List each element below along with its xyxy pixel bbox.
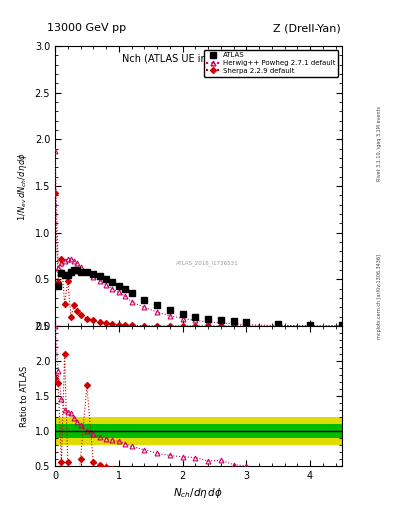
ATLAS (91, 271, 95, 277)
ATLAS (308, 322, 312, 328)
Y-axis label: Ratio to ATLAS: Ratio to ATLAS (20, 366, 29, 426)
ATLAS (231, 318, 236, 325)
Herwig++ Powheg 2.7.1 default (97, 278, 102, 284)
Text: Rivet 3.1.10, \geq 3.1M events: Rivet 3.1.10, \geq 3.1M events (377, 106, 382, 181)
Herwig++ Powheg 2.7.1 default (155, 309, 160, 315)
Text: 13000 GeV pp: 13000 GeV pp (47, 23, 126, 33)
Sherpa 2.2.9 default (308, 323, 312, 329)
ATLAS (72, 267, 77, 273)
Sherpa 2.2.9 default (340, 323, 344, 329)
Sherpa 2.2.9 default (78, 312, 83, 318)
Sherpa 2.2.9 default (97, 319, 102, 325)
Sherpa 2.2.9 default (84, 315, 89, 322)
Herwig++ Powheg 2.7.1 default (123, 293, 127, 299)
Herwig++ Powheg 2.7.1 default (308, 323, 312, 329)
Herwig++ Powheg 2.7.1 default (276, 323, 281, 329)
ATLAS (206, 315, 210, 322)
ATLAS (155, 303, 160, 309)
Line: ATLAS: ATLAS (55, 267, 345, 328)
ATLAS (78, 269, 83, 275)
ATLAS (110, 279, 115, 285)
Text: mcplots.cern.ch [arXiv:1306.3436]: mcplots.cern.ch [arXiv:1306.3436] (377, 254, 382, 339)
Sherpa 2.2.9 default (167, 323, 172, 329)
ATLAS (129, 290, 134, 296)
Herwig++ Powheg 2.7.1 default (78, 264, 83, 270)
ATLAS (97, 272, 102, 279)
Herwig++ Powheg 2.7.1 default (65, 255, 70, 262)
ATLAS (56, 283, 61, 289)
Sherpa 2.2.9 default (110, 321, 115, 327)
Line: Sherpa 2.2.9 default: Sherpa 2.2.9 default (53, 190, 344, 328)
Sherpa 2.2.9 default (104, 320, 108, 326)
Herwig++ Powheg 2.7.1 default (244, 322, 249, 328)
ATLAS (104, 276, 108, 283)
ATLAS (167, 307, 172, 313)
Sherpa 2.2.9 default (123, 322, 127, 328)
Sherpa 2.2.9 default (65, 278, 70, 284)
Herwig++ Powheg 2.7.1 default (142, 304, 147, 310)
Y-axis label: $1/N_{ev}\,dN_{ch}/d\eta\,d\phi$: $1/N_{ev}\,dN_{ch}/d\eta\,d\phi$ (16, 152, 29, 221)
ATLAS (62, 271, 67, 278)
Herwig++ Powheg 2.7.1 default (116, 289, 121, 295)
Sherpa 2.2.9 default (116, 322, 121, 328)
Herwig++ Powheg 2.7.1 default (219, 320, 223, 326)
Herwig++ Powheg 2.7.1 default (167, 313, 172, 319)
ATLAS (340, 322, 344, 328)
Text: Z (Drell-Yan): Z (Drell-Yan) (273, 23, 340, 33)
Herwig++ Powheg 2.7.1 default (193, 317, 198, 324)
Sherpa 2.2.9 default (59, 255, 64, 262)
Sherpa 2.2.9 default (244, 323, 249, 329)
Sherpa 2.2.9 default (75, 308, 80, 314)
ATLAS (180, 311, 185, 317)
ATLAS (244, 319, 249, 325)
Line: Herwig++ Powheg 2.7.1 default: Herwig++ Powheg 2.7.1 default (53, 148, 344, 328)
Herwig++ Powheg 2.7.1 default (104, 282, 108, 288)
Herwig++ Powheg 2.7.1 default (231, 321, 236, 327)
ATLAS (65, 271, 70, 278)
Sherpa 2.2.9 default (129, 322, 134, 328)
Sherpa 2.2.9 default (142, 323, 147, 329)
Sherpa 2.2.9 default (276, 323, 281, 329)
ATLAS (116, 283, 121, 289)
ATLAS (276, 321, 281, 327)
Herwig++ Powheg 2.7.1 default (75, 261, 80, 267)
Sherpa 2.2.9 default (180, 323, 185, 329)
Herwig++ Powheg 2.7.1 default (110, 286, 115, 292)
ATLAS (75, 267, 80, 273)
Sherpa 2.2.9 default (69, 313, 73, 319)
Sherpa 2.2.9 default (193, 323, 198, 329)
Herwig++ Powheg 2.7.1 default (56, 265, 61, 271)
Herwig++ Powheg 2.7.1 default (53, 147, 57, 154)
ATLAS (142, 297, 147, 303)
Sherpa 2.2.9 default (56, 279, 61, 285)
Sherpa 2.2.9 default (231, 323, 236, 329)
Herwig++ Powheg 2.7.1 default (129, 298, 134, 305)
Sherpa 2.2.9 default (206, 323, 210, 329)
ATLAS (193, 313, 198, 319)
Sherpa 2.2.9 default (155, 323, 160, 329)
Sherpa 2.2.9 default (72, 303, 77, 309)
Herwig++ Powheg 2.7.1 default (72, 258, 77, 264)
Sherpa 2.2.9 default (53, 189, 57, 196)
Herwig++ Powheg 2.7.1 default (69, 255, 73, 262)
Sherpa 2.2.9 default (219, 323, 223, 329)
Herwig++ Powheg 2.7.1 default (91, 273, 95, 280)
ATLAS (123, 286, 127, 292)
Herwig++ Powheg 2.7.1 default (62, 258, 67, 264)
Sherpa 2.2.9 default (91, 317, 95, 324)
Herwig++ Powheg 2.7.1 default (84, 269, 89, 275)
ATLAS (219, 317, 223, 324)
Herwig++ Powheg 2.7.1 default (340, 323, 344, 329)
ATLAS (69, 269, 73, 275)
Text: Nch (ATLAS UE in Z production): Nch (ATLAS UE in Z production) (121, 54, 275, 65)
Legend: ATLAS, Herwig++ Powheg 2.7.1 default, Sherpa 2.2.9 default: ATLAS, Herwig++ Powheg 2.7.1 default, Sh… (204, 50, 338, 77)
X-axis label: $N_{ch}/d\eta\,d\phi$: $N_{ch}/d\eta\,d\phi$ (173, 486, 224, 500)
Herwig++ Powheg 2.7.1 default (59, 261, 64, 267)
ATLAS (59, 270, 64, 276)
Text: ATLAS_2016_I1736531: ATLAS_2016_I1736531 (176, 261, 238, 266)
Herwig++ Powheg 2.7.1 default (180, 315, 185, 322)
Herwig++ Powheg 2.7.1 default (206, 319, 210, 325)
ATLAS (84, 269, 89, 275)
Sherpa 2.2.9 default (62, 301, 67, 307)
